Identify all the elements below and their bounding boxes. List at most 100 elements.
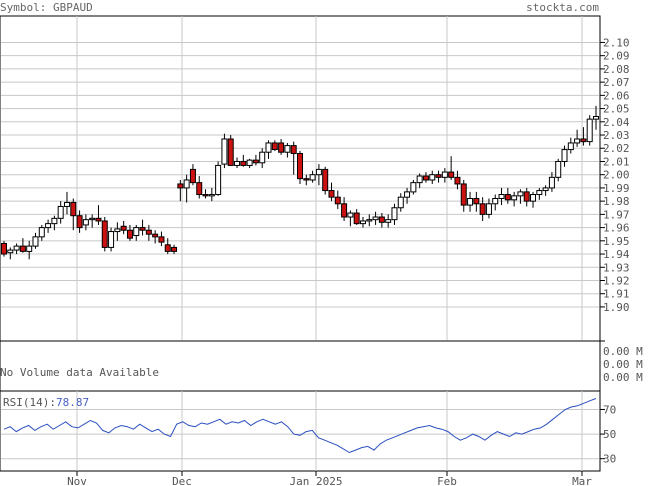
- price-tick-label: 2.00: [603, 169, 630, 182]
- candle-down: [120, 225, 127, 231]
- candle-down: [473, 197, 480, 205]
- x-axis-label: Mar: [572, 475, 592, 486]
- price-tick-label: 2.07: [603, 76, 630, 89]
- candle-up: [385, 219, 392, 223]
- candle-up: [57, 205, 64, 219]
- price-tick-label: 1.96: [603, 222, 630, 235]
- candle-up: [555, 160, 562, 178]
- x-axis-label: Nov: [67, 475, 87, 486]
- candle-up: [548, 176, 555, 189]
- candle-up: [397, 196, 404, 209]
- candle-up: [517, 191, 524, 197]
- candle-down: [95, 217, 102, 222]
- candle-up: [51, 217, 58, 225]
- candle-up: [441, 171, 448, 178]
- candle-down: [271, 142, 278, 151]
- candle-up: [309, 174, 316, 181]
- candle-down: [189, 168, 196, 184]
- price-tick-label: 2.08: [603, 63, 630, 76]
- candle-up: [13, 245, 20, 251]
- candle-up: [284, 145, 291, 153]
- candle-down: [145, 229, 152, 235]
- candle-up: [536, 190, 543, 196]
- candle-up: [45, 223, 52, 229]
- candle-up: [26, 245, 33, 252]
- candle-down: [353, 212, 360, 225]
- candle-up: [208, 194, 215, 197]
- price-tick-label: 1.93: [603, 261, 630, 274]
- candle-up: [315, 168, 322, 176]
- candle-down: [278, 142, 285, 153]
- price-tick-label: 1.99: [603, 182, 630, 195]
- candle-down: [158, 236, 165, 243]
- candle-up: [183, 179, 190, 189]
- candle-down: [196, 182, 203, 196]
- candle-up: [492, 197, 499, 205]
- candle-up: [511, 195, 518, 201]
- price-tick-label: 2.06: [603, 89, 630, 102]
- candlestick-series: [1, 105, 599, 260]
- rsi-tick-label: 50: [603, 428, 616, 441]
- rsi-value: 78.87: [56, 396, 89, 409]
- candle-down: [164, 244, 171, 252]
- candle-up: [265, 142, 272, 153]
- candle-down: [378, 216, 385, 223]
- candle-up: [391, 207, 398, 221]
- candle-down: [341, 203, 348, 218]
- price-tick-label: 2.05: [603, 103, 630, 116]
- price-tick-label: 2.03: [603, 129, 630, 142]
- candle-down: [580, 138, 587, 143]
- candle-down: [290, 145, 297, 155]
- candle-up: [574, 138, 581, 144]
- candle-down: [101, 220, 108, 248]
- candle-up: [108, 231, 115, 248]
- candle-up: [586, 118, 593, 143]
- candle-up: [429, 174, 436, 181]
- rsi-tick-label: 30: [603, 453, 616, 466]
- price-tick-label: 1.98: [603, 195, 630, 208]
- candle-down: [479, 203, 486, 215]
- candle-down: [70, 201, 77, 217]
- price-y-axis-labels: 1.901.911.921.931.941.951.961.971.981.99…: [603, 36, 630, 313]
- price-tick-label: 1.92: [603, 274, 630, 287]
- candle-down: [19, 245, 26, 252]
- candle-down: [171, 246, 178, 252]
- candle-down: [252, 159, 259, 164]
- candle-down: [152, 233, 159, 238]
- candle-down: [460, 183, 467, 206]
- rsi-title: RSI(14):78.87: [3, 396, 89, 409]
- candle-up: [89, 217, 96, 221]
- x-axis-label: Jan 2025: [290, 475, 343, 486]
- candle-up: [133, 227, 140, 237]
- rsi-tick-label: 70: [603, 403, 616, 416]
- candle-down: [504, 194, 511, 201]
- price-tick-label: 1.94: [603, 248, 630, 261]
- candle-up: [7, 249, 14, 254]
- candle-down: [454, 176, 461, 185]
- candle-up: [561, 149, 568, 162]
- price-tick-label: 2.01: [603, 155, 630, 168]
- candle-up: [114, 228, 121, 233]
- candle-up: [530, 194, 537, 202]
- candle-up: [347, 212, 354, 218]
- candle-down: [177, 183, 184, 189]
- price-tick-label: 1.95: [603, 235, 630, 248]
- candle-down: [328, 190, 335, 198]
- price-tick-label: 1.91: [603, 288, 630, 301]
- candle-up: [63, 201, 70, 207]
- rsi-label: RSI(14):: [3, 396, 56, 409]
- candle-down: [523, 191, 530, 202]
- candle-up: [246, 159, 253, 166]
- x-axis-label: Dec: [172, 475, 192, 486]
- candle-up: [221, 138, 228, 165]
- candle-down: [202, 194, 209, 197]
- candle-down: [126, 229, 133, 239]
- candle-down: [334, 196, 341, 205]
- rsi-panel-frame: [0, 390, 601, 472]
- brand-link[interactable]: stockta.com: [526, 1, 599, 14]
- price-tick-label: 2.04: [603, 116, 630, 129]
- x-axis: Nov Dec Jan 2025 Feb Mar: [67, 471, 592, 486]
- candle-down: [76, 215, 83, 229]
- candle-up: [234, 160, 241, 166]
